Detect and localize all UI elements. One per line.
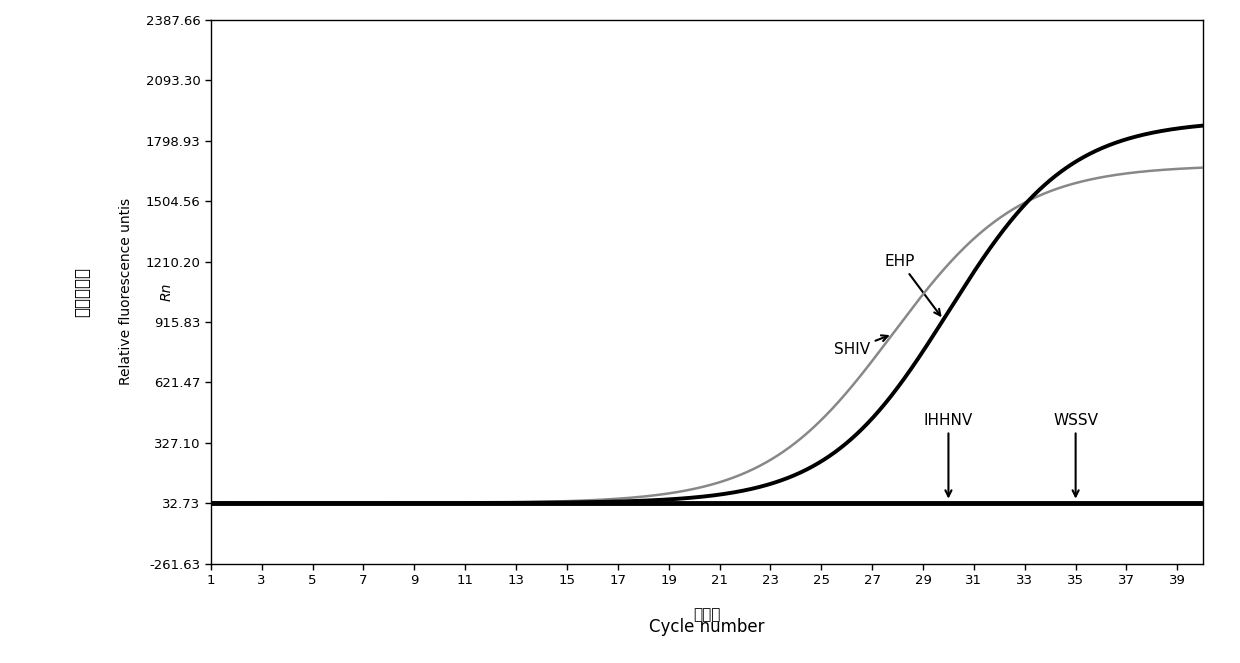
Text: SHIV: SHIV (835, 335, 888, 357)
Text: Relative fluorescence untis: Relative fluorescence untis (119, 198, 134, 385)
X-axis label: Cycle number: Cycle number (649, 617, 765, 636)
Text: Rn: Rn (159, 282, 174, 301)
Text: EHP: EHP (885, 254, 940, 316)
Text: IHHNV: IHHNV (924, 413, 973, 497)
Text: WSSV: WSSV (1053, 413, 1099, 497)
Text: 循环数: 循环数 (693, 607, 720, 622)
Text: 相对荧光值: 相对荧光值 (73, 267, 91, 317)
